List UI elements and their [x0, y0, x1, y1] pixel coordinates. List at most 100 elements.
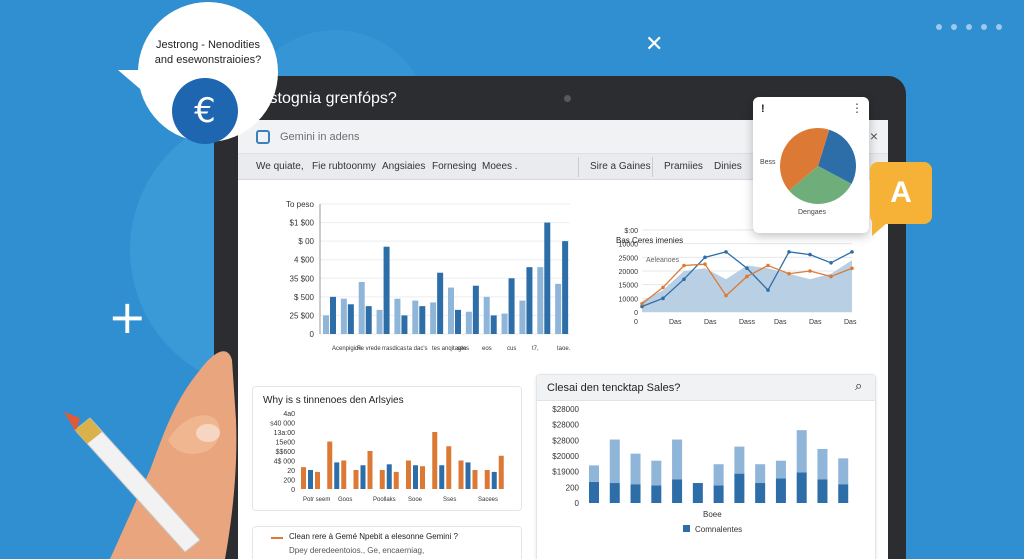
bar: [537, 267, 544, 334]
x-tick-label: Das: [704, 319, 717, 326]
bar: [491, 471, 497, 489]
x-tick-label: eos: [482, 346, 492, 352]
alert-icon: !: [761, 103, 765, 115]
bar: [360, 465, 366, 489]
nav-item[interactable]: Moees .: [482, 161, 518, 172]
y-tick-label: 25000: [619, 255, 639, 262]
nav-item[interactable]: Dinies: [714, 161, 742, 172]
nav-item[interactable]: Fornesing: [432, 161, 477, 172]
nav-item[interactable]: We quiate,: [256, 161, 304, 172]
bar: [406, 460, 411, 489]
nav-item[interactable]: Sire a Gaines: [590, 161, 651, 172]
data-point: [850, 266, 854, 271]
x-tick-label: 0: [634, 319, 638, 326]
bar: [439, 465, 445, 489]
bar: [437, 272, 444, 334]
y-tick-label: 4a0: [283, 411, 295, 418]
x-tick-label: Das: [774, 319, 787, 326]
bar: [713, 485, 724, 503]
bar: [308, 470, 313, 489]
data-point: [766, 263, 770, 268]
bar: [501, 313, 508, 334]
bar: [472, 470, 478, 489]
nav-item[interactable]: Fie rubtoonmy: [312, 161, 376, 172]
bar: [446, 446, 452, 489]
x-tick-label: Dass: [739, 319, 755, 326]
bar: [484, 470, 490, 489]
x-tick-label: Sses: [443, 497, 456, 503]
line-chart-title: Bas Ceres imenies: [616, 236, 684, 245]
bar: [555, 283, 562, 334]
bar: [589, 481, 599, 503]
data-point: [724, 293, 728, 298]
bar: [455, 309, 461, 334]
y-tick-label: 10000: [619, 296, 639, 303]
bar: [609, 483, 620, 503]
pie-label: Dengaes: [798, 209, 827, 216]
bar: [448, 287, 454, 334]
y-tick-label: 10000: [619, 242, 639, 249]
euro-icon: €: [172, 78, 238, 144]
address-text[interactable]: Gemini in adens: [280, 131, 360, 143]
nav-item[interactable]: Pramiies: [664, 161, 703, 172]
more-icon[interactable]: ⋮: [851, 101, 863, 115]
bar: [562, 241, 569, 334]
y-tick-label: 0: [575, 499, 580, 508]
y-tick-label: $20000: [552, 452, 579, 461]
bar: [301, 467, 306, 489]
x-tick-label: Fe vrede: [357, 346, 381, 352]
bar: [589, 465, 599, 482]
data-point: [745, 266, 749, 271]
bar: [365, 306, 372, 334]
line-chart-subtitle: Aeleanoes: [646, 257, 680, 264]
card-title: Why is s tinnenoes den Arlsyies: [263, 395, 404, 406]
data-point: [703, 255, 707, 260]
bar: [609, 439, 620, 484]
bar: [498, 455, 504, 489]
bar: [323, 315, 329, 334]
y-tick-label: 0: [634, 310, 638, 317]
bar: [465, 462, 471, 489]
bar: [412, 300, 419, 334]
pie-slice: [789, 166, 852, 204]
bar: [432, 432, 438, 489]
search-icon[interactable]: ⌕: [855, 379, 863, 394]
bar: [775, 460, 786, 479]
x-tick-label: tes anqitagles: [432, 346, 469, 352]
a-badge-tail: [872, 222, 888, 236]
bar: [734, 473, 745, 503]
data-point: [682, 277, 686, 281]
data-point: [829, 261, 833, 265]
note-line-1: Clean rere à Gemé Npebit a elesonne Gemi…: [289, 532, 458, 541]
data-point: [787, 250, 791, 254]
bubble-line-2: and esewonstraioies?: [154, 54, 262, 66]
y-tick-label: $1 $00: [290, 219, 315, 228]
bar: [838, 458, 849, 485]
bar: [734, 446, 745, 474]
gemini-icon: [256, 130, 270, 144]
pie-chart: [780, 127, 856, 204]
bar: [430, 302, 437, 334]
bubble-text: Jestrong - Nenodities and esewonstraioie…: [152, 38, 264, 68]
pie-slice: [818, 129, 856, 184]
bar: [651, 460, 662, 486]
y-tick-label: To peso: [286, 200, 315, 209]
close-icon[interactable]: ×: [869, 128, 878, 144]
data-point: [745, 274, 749, 279]
card-gemini-note: Clean rere à Gemé Npebit a elesonne Gemi…: [252, 526, 522, 559]
data-point: [661, 296, 665, 301]
bar: [817, 479, 828, 503]
data-point: [640, 302, 644, 306]
bar: [775, 478, 786, 503]
bar: [367, 451, 373, 489]
x-tick-label: Sacees: [478, 497, 498, 503]
bar: [755, 464, 766, 484]
orange-marker: [271, 537, 283, 539]
y-tick-label: $ 00: [298, 237, 314, 246]
bar: [817, 448, 828, 480]
nav-item[interactable]: Angsiaies: [382, 161, 426, 172]
thumb-shape: [168, 415, 220, 454]
x-tick-label: cus: [507, 346, 516, 352]
y-tick-label: 25 $00: [290, 311, 315, 320]
data-point: [829, 274, 833, 279]
